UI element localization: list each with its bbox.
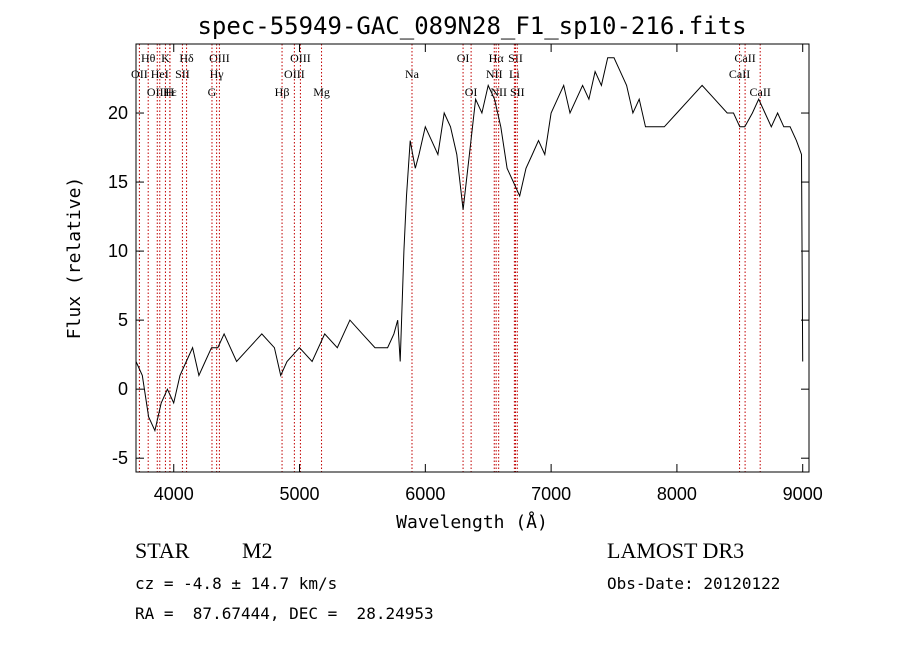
marker-label: Hγ (210, 67, 225, 81)
y-tick-label: 10 (108, 241, 128, 261)
spectrum-line (135, 57, 804, 433)
y-axis: -5 0 5 10 15 20 (108, 103, 809, 468)
x-tick-label: 8000 (657, 484, 697, 504)
object-subclass: M2 (242, 538, 273, 563)
marker-label: Hε (163, 85, 177, 99)
y-tick-label: 15 (108, 172, 128, 192)
marker-label: SII (510, 85, 525, 99)
marker-label: NII (486, 67, 503, 81)
marker-label: HeI (151, 67, 169, 81)
marker-label: CaII (750, 85, 771, 99)
marker-label: Na (405, 67, 420, 81)
marker-label: Hα (489, 51, 505, 65)
marker-label: OI (465, 85, 478, 99)
marker-label: K (161, 51, 170, 65)
marker-label: Li (509, 67, 520, 81)
marker-label: CaII (734, 51, 755, 65)
x-tick-label: 7000 (531, 484, 571, 504)
x-tick-label: 4000 (154, 484, 194, 504)
marker-label: SII (508, 51, 523, 65)
x-tick-label: 6000 (405, 484, 445, 504)
x-axis: 4000 5000 6000 7000 8000 9000 (154, 44, 823, 504)
x-tick-label: 9000 (783, 484, 823, 504)
marker-label: OIII (147, 85, 168, 99)
marker-label: OIII (284, 67, 305, 81)
plot-frame (135, 43, 810, 473)
marker-label: Mg (313, 85, 330, 99)
y-tick-label: 20 (108, 103, 128, 123)
marker-label: OIII (290, 51, 311, 65)
marker-label: G (208, 85, 217, 99)
marker-label: Hδ (179, 51, 194, 65)
marker-label: H (166, 85, 175, 99)
y-axis-label: Flux (relative) (64, 177, 85, 340)
x-axis-label: Wavelength (Å) (396, 511, 548, 533)
marker-label: OIII (209, 51, 230, 65)
marker-label: Hθ (141, 51, 156, 65)
coordinates: RA = 87.67444, DEC = 28.24953 (135, 604, 434, 623)
y-tick-label: 0 (118, 379, 128, 399)
marker-label: SII (175, 67, 190, 81)
y-tick-label: 5 (118, 310, 128, 330)
survey-label: LAMOST DR3 (607, 538, 745, 563)
marker-label: Hβ (275, 85, 290, 99)
object-class: STAR (135, 538, 190, 563)
y-tick-label: -5 (112, 448, 128, 468)
redshift-cz: cz = -4.8 ± 14.7 km/s (135, 574, 338, 593)
marker-label: OII (131, 67, 148, 81)
marker-label: NII (490, 85, 507, 99)
x-tick-label: 5000 (280, 484, 320, 504)
marker-label: CaII (729, 67, 750, 81)
obs-date: Obs-Date: 20120122 (607, 574, 781, 593)
marker-label: OI (457, 51, 470, 65)
chart-title: spec-55949-GAC_089N28_F1_sp10-216.fits (197, 12, 746, 40)
